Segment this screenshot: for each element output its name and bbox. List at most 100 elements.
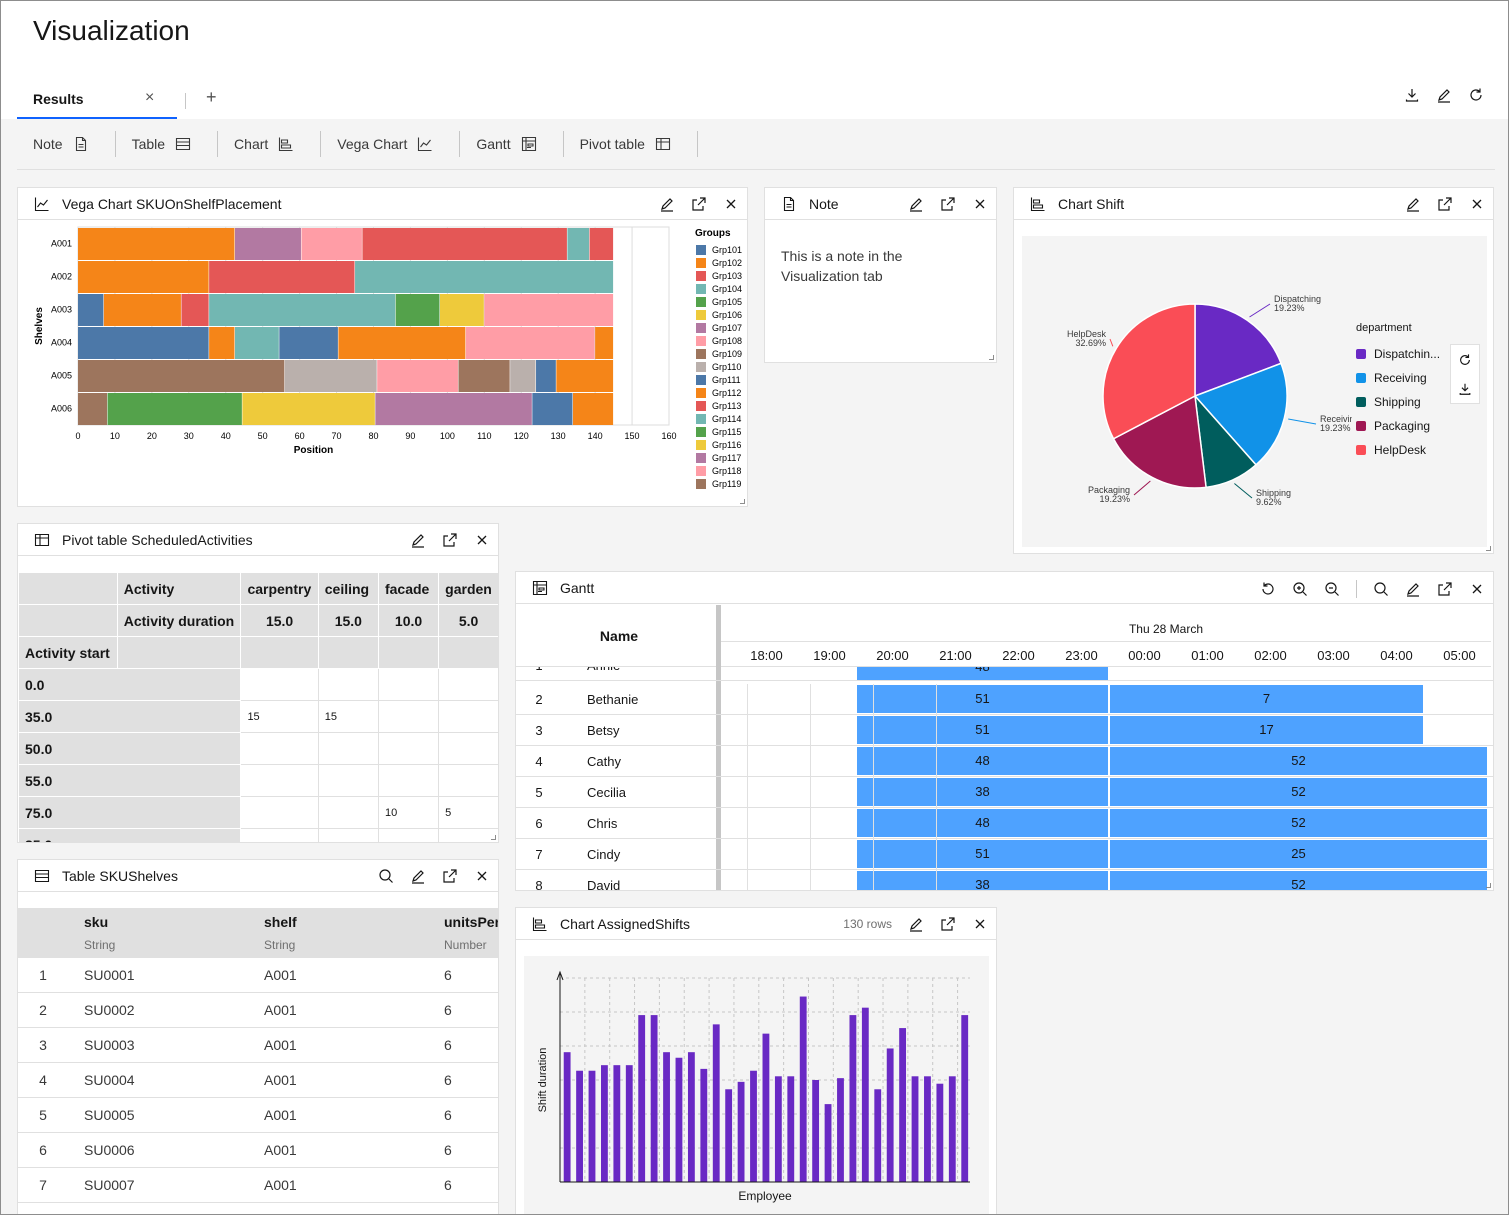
popout-icon[interactable] [1437, 196, 1453, 212]
pivot-cell[interactable] [240, 764, 319, 797]
toolbar-item-table[interactable]: Table [116, 131, 219, 157]
pivot-cell[interactable]: 10 [377, 796, 440, 829]
download-icon[interactable] [1457, 381, 1473, 397]
gantt-row[interactable]: 4 Cathy 48 52 [516, 746, 1493, 777]
pie-legend-item[interactable]: Shipping [1356, 390, 1440, 414]
pivot-cell[interactable] [438, 764, 498, 797]
toolbar-item-note[interactable]: Note [17, 131, 116, 157]
table-row[interactable]: 2 SU0002 A001 6 [18, 993, 498, 1028]
toolbar-item-pivot-table[interactable]: Pivot table [564, 131, 698, 157]
close-icon[interactable] [474, 868, 490, 884]
add-tab-icon[interactable]: + [206, 87, 217, 107]
pivot-cell[interactable] [377, 732, 440, 765]
search-icon[interactable] [1373, 581, 1389, 597]
table-row[interactable]: 3 SU0003 A001 6 [18, 1028, 498, 1063]
gantt-task-bar[interactable]: 52 [1110, 871, 1487, 890]
edit-icon[interactable] [1436, 87, 1452, 103]
gantt-row[interactable]: 5 Cecilia 38 52 [516, 777, 1493, 808]
edit-icon[interactable] [659, 196, 675, 212]
close-icon[interactable] [723, 196, 739, 212]
popout-icon[interactable] [442, 532, 458, 548]
close-icon[interactable] [972, 916, 988, 932]
resize-handle[interactable] [740, 499, 745, 504]
gantt-row[interactable]: 2 Bethanie 51 7 [516, 684, 1493, 715]
table-row[interactable]: 4 SU0004 A001 6 [18, 1063, 498, 1098]
close-icon[interactable] [1469, 581, 1485, 597]
toolbar-item-chart[interactable]: Chart [218, 131, 322, 157]
popout-icon[interactable] [691, 196, 707, 212]
gantt-task-bar[interactable]: 52 [1110, 778, 1487, 806]
resize-handle[interactable] [989, 355, 994, 360]
tab-results[interactable] [17, 87, 177, 119]
pivot-cell[interactable] [317, 828, 379, 842]
pivot-cell[interactable]: 15 [317, 700, 379, 733]
gantt-row[interactable]: 3 Betsy 51 17 [516, 715, 1493, 746]
gantt-task-bar[interactable]: 51 [857, 840, 1108, 868]
popout-icon[interactable] [1437, 581, 1453, 597]
pivot-cell[interactable] [438, 668, 498, 701]
zoom-out-icon[interactable] [1324, 581, 1340, 597]
pivot-cell[interactable] [377, 764, 440, 797]
gantt-task-bar[interactable]: 52 [1110, 809, 1487, 837]
download-icon[interactable] [1404, 87, 1420, 103]
gantt-task-bar[interactable]: 7 [1110, 685, 1423, 713]
edit-icon[interactable] [410, 868, 426, 884]
gantt-task-bar[interactable]: 51 [857, 685, 1108, 713]
edit-icon[interactable] [1405, 196, 1421, 212]
gantt-row[interactable]: 6 Chris 48 52 [516, 808, 1493, 839]
popout-icon[interactable] [442, 868, 458, 884]
column-header-name[interactable]: shelf [264, 914, 297, 930]
close-icon[interactable] [1469, 196, 1485, 212]
pie-legend-item[interactable]: Packaging [1356, 414, 1440, 438]
gantt-task-bar[interactable]: 38 [857, 871, 1108, 890]
gantt-task-bar[interactable]: 48 [857, 747, 1108, 775]
pivot-cell[interactable] [377, 828, 440, 842]
pivot-cell[interactable] [438, 732, 498, 765]
gantt-task-bar[interactable]: 38 [857, 778, 1108, 806]
pivot-scroll[interactable]: Activity carpentry ceiling facade garden Acti… [18, 572, 498, 842]
pivot-cell[interactable] [317, 796, 379, 829]
table-row[interactable]: 6 SU0006 A001 6 [18, 1133, 498, 1168]
table-row[interactable]: 8 SU0008 A001 6 [18, 1203, 498, 1214]
pivot-cell[interactable] [317, 732, 379, 765]
refresh-icon[interactable] [1468, 87, 1484, 103]
pivot-cell[interactable] [438, 700, 498, 733]
gantt-task-bar[interactable]: 25 [1110, 840, 1487, 868]
pivot-cell[interactable] [317, 764, 379, 797]
popout-icon[interactable] [940, 916, 956, 932]
pie-legend-item[interactable]: Receiving [1356, 366, 1440, 390]
gantt-task-bar[interactable]: 51 [857, 716, 1108, 744]
gantt-task-bar[interactable]: 52 [1110, 747, 1487, 775]
toolbar-item-gantt[interactable]: Gantt [460, 131, 564, 157]
resize-handle[interactable] [491, 835, 496, 840]
gantt-row[interactable]: 8 David 38 52 [516, 870, 1493, 890]
resize-handle[interactable] [1486, 883, 1491, 888]
pie-legend-item[interactable]: Dispatchin... [1356, 342, 1440, 366]
column-header-name[interactable]: unitsPer [444, 914, 499, 930]
pivot-cell[interactable] [377, 668, 440, 701]
pivot-cell[interactable]: 5 [438, 796, 498, 829]
refresh-icon[interactable] [1457, 352, 1473, 368]
edit-icon[interactable] [410, 532, 426, 548]
table-row[interactable]: 5 SU0005 A001 6 [18, 1098, 498, 1133]
pivot-cell[interactable] [377, 700, 440, 733]
edit-icon[interactable] [908, 196, 924, 212]
close-icon[interactable] [972, 196, 988, 212]
table-row[interactable]: 1 SU0001 A001 6 [18, 958, 498, 993]
pivot-cell[interactable] [240, 796, 319, 829]
search-icon[interactable] [378, 868, 394, 884]
edit-icon[interactable] [908, 916, 924, 932]
close-icon[interactable] [474, 532, 490, 548]
edit-icon[interactable] [1405, 581, 1421, 597]
gantt-row[interactable]: 1 Annie 48 [516, 667, 1493, 681]
pivot-cell[interactable]: 15 [240, 700, 319, 733]
gantt-row[interactable]: 7 Cindy 51 25 [516, 839, 1493, 870]
pivot-cell[interactable] [240, 828, 319, 842]
pivot-cell[interactable] [240, 668, 319, 701]
gantt-task-bar[interactable]: 48 [857, 667, 1108, 680]
pie-legend-item[interactable]: HelpDesk [1356, 438, 1440, 462]
zoom-in-icon[interactable] [1292, 581, 1308, 597]
pivot-cell[interactable] [240, 732, 319, 765]
pivot-cell[interactable] [438, 828, 498, 842]
table-row[interactable]: 7 SU0007 A001 6 [18, 1168, 498, 1203]
